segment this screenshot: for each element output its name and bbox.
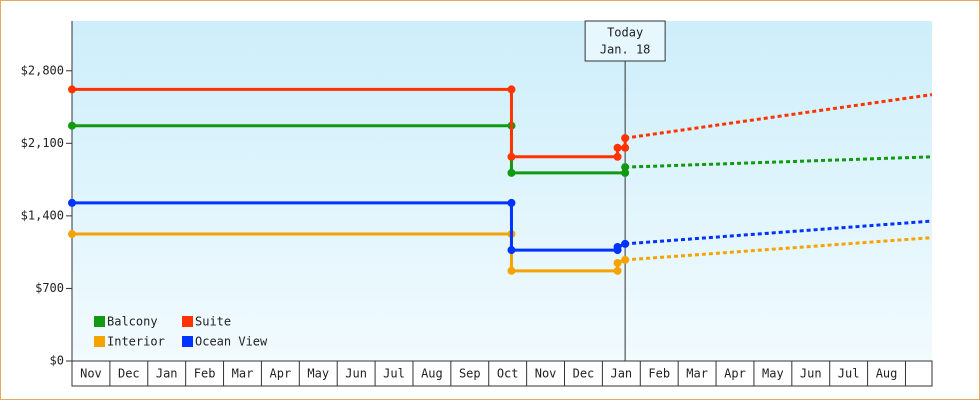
point xyxy=(621,239,630,248)
point xyxy=(507,168,516,177)
y-tick-label: $1,400 xyxy=(21,208,64,222)
point xyxy=(621,134,630,143)
x-tick-label: Feb xyxy=(648,367,670,381)
x-tick-label: Jan xyxy=(156,367,178,381)
forecast-line xyxy=(625,219,933,246)
point xyxy=(68,230,76,239)
legend-swatch xyxy=(182,316,193,327)
point xyxy=(613,266,622,275)
forecast-line xyxy=(624,93,933,140)
x-tick-label: Sep xyxy=(459,367,481,381)
x-tick-label: May xyxy=(762,367,784,381)
point xyxy=(621,168,630,177)
x-tick-label: Jun xyxy=(800,367,822,381)
legend-swatch xyxy=(94,336,105,347)
x-tick-label: Feb xyxy=(194,367,216,381)
today-label: Jan. 18 xyxy=(600,43,651,57)
point xyxy=(613,152,622,161)
legend-label: Interior xyxy=(107,335,165,349)
point xyxy=(507,198,516,207)
forecast-line xyxy=(625,155,933,169)
legend-swatch xyxy=(94,316,105,327)
legend-swatch xyxy=(182,336,193,347)
point xyxy=(621,255,630,264)
point xyxy=(507,246,516,255)
point xyxy=(507,85,516,94)
legend-label: Ocean View xyxy=(195,335,268,349)
point xyxy=(507,266,516,275)
y-tick-label: $2,800 xyxy=(21,63,64,77)
y-tick-label: $0 xyxy=(50,354,64,368)
x-tick-label: Jun xyxy=(345,367,367,381)
x-tick-label: Apr xyxy=(724,367,746,381)
point xyxy=(68,85,76,94)
x-axis-box xyxy=(71,360,933,387)
x-tick-label: Nov xyxy=(80,367,102,381)
x-tick-label: Oct xyxy=(497,367,519,381)
point xyxy=(68,121,76,130)
plot-background xyxy=(72,21,932,361)
point xyxy=(613,258,622,267)
x-tick-label: Apr xyxy=(270,367,292,381)
x-tick-label: Mar xyxy=(232,367,254,381)
point xyxy=(507,152,516,161)
x-tick-label: Jul xyxy=(838,367,860,381)
x-tick-label: Aug xyxy=(876,367,898,381)
forecast-line xyxy=(625,236,933,262)
y-tick-label: $700 xyxy=(35,281,64,295)
legend-label: Balcony xyxy=(107,315,158,329)
x-tick-label: Aug xyxy=(421,367,443,381)
today-box xyxy=(584,20,666,62)
point xyxy=(621,163,630,172)
point xyxy=(621,143,630,152)
today-label: Today xyxy=(607,26,643,40)
point xyxy=(68,198,76,207)
x-tick-label: Dec xyxy=(118,367,140,381)
x-tick-label: Jul xyxy=(383,367,405,381)
x-tick-label: May xyxy=(307,367,329,381)
x-tick-label: Jan xyxy=(610,367,632,381)
point xyxy=(613,242,622,251)
point xyxy=(613,143,622,152)
x-tick-label: Nov xyxy=(535,367,557,381)
legend-label: Suite xyxy=(195,315,231,329)
x-tick-label: Mar xyxy=(686,367,708,381)
y-tick-label: $2,100 xyxy=(21,136,64,150)
x-tick-label: Dec xyxy=(573,367,595,381)
